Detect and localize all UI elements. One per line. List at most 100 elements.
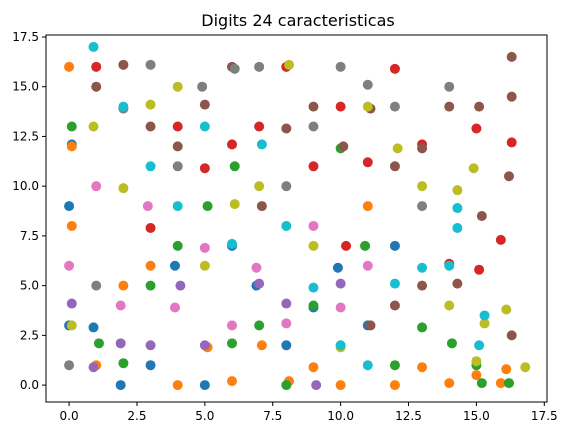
y-tick-label: 17.5 [12,30,39,44]
data-point [520,362,531,373]
data-point [169,302,180,313]
data-point [254,181,265,192]
data-point [88,322,99,333]
data-point [118,358,129,369]
data-point [172,121,183,132]
data-point [479,310,490,321]
data-point [362,101,373,112]
data-point [115,380,126,391]
data-point [88,41,99,52]
data-point [495,378,506,389]
data-point [452,278,463,289]
data-point [66,298,77,309]
data-point [64,61,75,72]
data-point [91,181,102,192]
data-point [256,340,267,351]
data-point [88,362,99,373]
data-point [417,181,428,192]
data-point [229,63,240,74]
x-tick-label: 2.5 [127,409,146,423]
data-point [256,201,267,212]
data-point [471,123,482,134]
data-point [474,101,485,112]
data-point [145,280,156,291]
data-point [93,338,104,349]
data-point [506,51,517,62]
data-point [91,280,102,291]
data-point [417,201,428,212]
data-point [452,222,463,233]
data-point [254,61,265,72]
data-point [66,141,77,152]
data-point [145,340,156,351]
data-point [172,380,183,391]
data-point [308,161,319,172]
data-point [389,360,400,371]
data-point [417,262,428,273]
data-point [335,278,346,289]
data-point [389,63,400,74]
data-point [66,220,77,231]
x-tick-label: 15.0 [463,409,490,423]
chart-title: Digits 24 caracteristicas [201,11,394,30]
y-tick-label: 0.0 [20,378,39,392]
y-tick-label: 2.5 [20,328,39,342]
data-point [362,260,373,271]
data-point [308,240,319,251]
data-point [471,370,482,381]
data-point [495,234,506,245]
data-point [335,380,346,391]
data-point [335,340,346,351]
y-tick-label: 10.0 [12,179,39,193]
data-point [199,121,210,132]
data-point [227,376,238,387]
data-point [476,211,487,222]
data-point [145,260,156,271]
data-point [392,143,403,154]
y-tick-label: 5.0 [20,279,39,293]
data-point [335,302,346,313]
data-point [311,380,322,391]
data-point [444,300,455,311]
data-point [199,380,210,391]
data-point [284,59,295,70]
data-point [503,171,514,182]
data-point [91,61,102,72]
y-tick-label: 12.5 [12,129,39,143]
data-point [227,320,238,331]
data-point [199,242,210,253]
data-point [471,356,482,367]
y-tick-label: 7.5 [20,229,39,243]
data-point [172,201,183,212]
data-point [389,278,400,289]
data-point [199,99,210,110]
data-point [256,139,267,150]
plot-area-frame [45,34,548,403]
data-point [64,360,75,371]
data-point [468,163,479,174]
data-point [389,380,400,391]
data-point [389,161,400,172]
data-point [365,320,376,331]
data-point [479,318,490,329]
data-point [118,280,129,291]
y-axis: 0.0 2.5 5.0 7.5 10.0 12.5 15.0 17.5 [12,30,46,392]
data-point [172,81,183,92]
data-point [506,137,517,148]
data-point [389,300,400,311]
data-point [452,203,463,214]
data-point [308,220,319,231]
data-point [501,364,512,375]
data-point [251,262,262,273]
data-point [335,101,346,112]
y-tick-label: 15.0 [12,80,39,94]
data-point [503,378,514,389]
data-point [332,262,343,273]
scatter-points [64,41,531,391]
data-point [64,201,75,212]
data-point [474,264,485,275]
data-point [145,222,156,233]
data-point [227,338,238,349]
data-point [229,161,240,172]
data-point [444,101,455,112]
